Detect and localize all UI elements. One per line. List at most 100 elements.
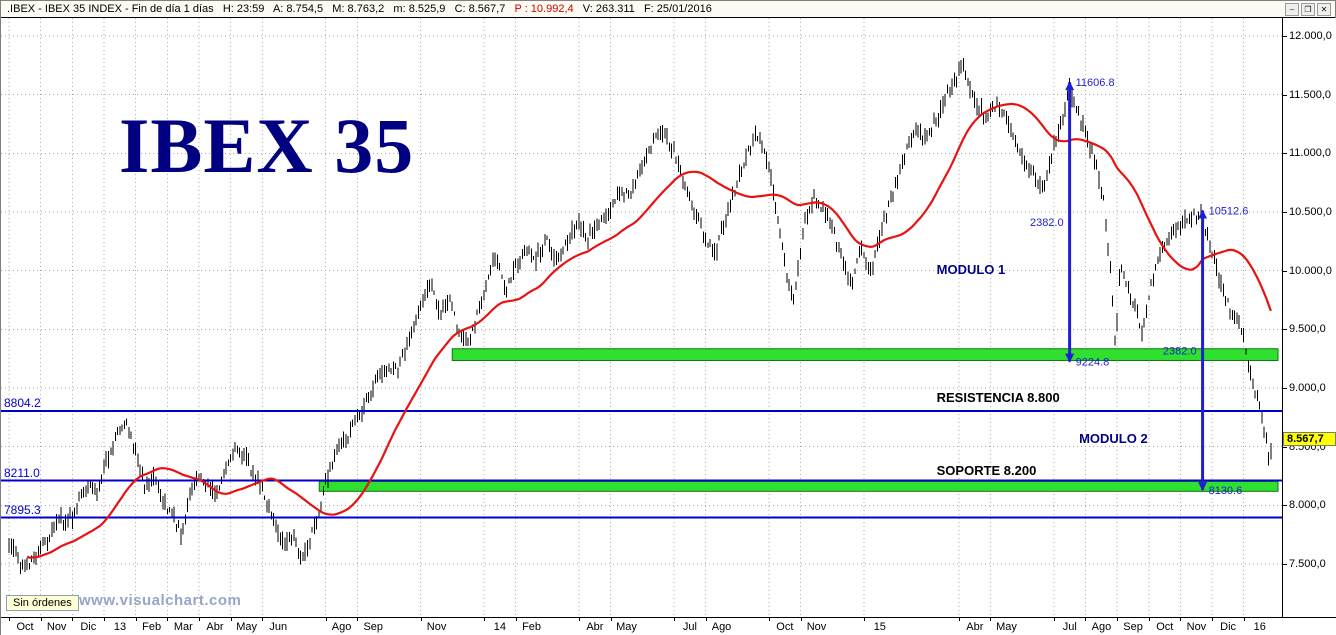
time-axis-label: Abr	[966, 621, 984, 633]
axis-tick	[1053, 618, 1055, 621]
time-axis-label: Ago	[711, 621, 732, 633]
window-controls: – ❐ ✕	[1285, 2, 1331, 16]
time-axis-label: Jul	[682, 621, 697, 633]
time-axis-label: 14	[493, 621, 507, 633]
price-axis-label: 7.500,0	[1289, 558, 1326, 571]
titlebar-instrument-info: .IBEX - IBEX 35 INDEX - Fin de día 1 día…	[7, 3, 515, 15]
axis-tick	[72, 618, 74, 621]
measure-top-label: 11606.8	[1076, 77, 1115, 89]
axis-tick	[1283, 564, 1287, 566]
time-axis-label: Dic	[1220, 621, 1237, 633]
time-axis-label: Nov	[806, 621, 827, 633]
axis-tick	[357, 618, 359, 621]
minimize-button-icon[interactable]: –	[1285, 2, 1299, 16]
axis-tick	[990, 618, 992, 621]
axis-tick	[198, 618, 200, 621]
time-axis-label: Feb	[142, 621, 162, 633]
axis-tick	[1283, 329, 1287, 331]
axis-tick	[9, 618, 10, 621]
close-button-icon[interactable]: ✕	[1317, 2, 1331, 16]
measure-bottom-label: 8130.6	[1209, 485, 1243, 497]
price-chart-plot[interactable]: 11606.8 9224.8 2382.0 10512.6 8130.6 2382.0	[1, 18, 1282, 617]
moving-average-line	[26, 102, 1272, 559]
axis-tick	[1117, 618, 1119, 621]
time-axis-label: Oct	[776, 621, 794, 633]
visualchart-watermark: www.visualchart.com	[79, 592, 242, 609]
price-bars	[8, 57, 1272, 574]
axis-tick	[1148, 618, 1150, 621]
axis-tick	[610, 618, 612, 621]
time-axis-label: Jun	[269, 621, 288, 633]
axis-tick	[578, 618, 580, 621]
titlebar-volume-date: V: 263.311 F: 25/01/2016	[573, 3, 712, 15]
axis-tick	[800, 618, 802, 621]
arrow-up-icon	[1198, 209, 1208, 219]
time-axis-label: Feb	[522, 621, 542, 633]
price-axis-label: 10.500,0	[1289, 206, 1332, 219]
axis-tick	[1283, 36, 1287, 37]
price-axis[interactable]: 12.000,0 11.500,0 11.000,0 10.500,0 10.000,0…	[1282, 18, 1336, 617]
axis-tick	[1283, 94, 1287, 96]
axis-tick	[230, 618, 232, 621]
axis-tick	[1283, 212, 1287, 214]
time-axis-label: Mar	[173, 621, 193, 633]
time-axis-label: May	[236, 621, 257, 633]
axis-tick	[135, 618, 137, 621]
measure-top-label: 10512.6	[1209, 206, 1249, 218]
axis-tick	[863, 618, 865, 621]
measure-height-label: 2382.0	[1030, 217, 1064, 229]
measure-module[interactable]: 11606.8 9224.8 2382.0	[1030, 77, 1115, 369]
axis-tick	[103, 618, 105, 621]
restore-button-icon[interactable]: ❐	[1301, 2, 1315, 16]
time-axis-label: Nov	[426, 621, 447, 633]
axis-tick	[325, 618, 327, 621]
time-axis-label: 15	[873, 621, 886, 633]
axis-tick	[673, 618, 675, 621]
time-axis-label: May	[996, 621, 1017, 633]
time-axis-label: Oct	[1156, 621, 1174, 633]
axis-tick	[768, 618, 770, 621]
arrow-down-icon	[1065, 353, 1075, 363]
time-axis-label: Jul	[1062, 621, 1077, 633]
window-titlebar: .IBEX - IBEX 35 INDEX - Fin de día 1 día…	[1, 1, 1335, 18]
axis-tick	[1243, 618, 1245, 621]
axis-tick	[1283, 388, 1287, 390]
last-price-badge: 8.567,7	[1283, 431, 1336, 446]
time-axis-label: Ago	[1091, 621, 1112, 633]
axis-tick	[1085, 618, 1087, 621]
axis-tick	[1180, 618, 1182, 621]
titlebar-profit-value: P : 10.992,4	[514, 3, 574, 15]
measure-bottom-label: 9224.8	[1076, 357, 1110, 369]
axis-tick	[958, 618, 960, 621]
time-axis-label: Dic	[80, 621, 97, 633]
time-axis-label: 16	[1253, 621, 1266, 633]
time-axis-label: Ago	[331, 621, 352, 633]
time-axis[interactable]: Oct Nov Dic 13 Feb Mar Abr May Jun Ago Sep Nov 14 Feb…	[1, 617, 1336, 635]
price-axis-label: 9.000,0	[1289, 382, 1326, 395]
axis-tick	[1212, 618, 1214, 621]
no-orders-button[interactable]: Sin órdenes	[6, 595, 79, 611]
price-axis-label: 10.000,0	[1289, 264, 1332, 277]
time-axis-label: Abr	[586, 621, 604, 633]
axis-tick	[1283, 153, 1287, 155]
price-axis-label: 9.500,0	[1289, 323, 1326, 336]
axis-tick	[515, 618, 517, 621]
time-axis-label: Oct	[16, 621, 34, 633]
price-axis-label: 8.000,0	[1289, 499, 1326, 512]
axis-tick	[262, 618, 264, 621]
axis-tick	[1283, 270, 1287, 272]
support-band-8130[interactable]	[318, 480, 1279, 492]
time-axis-label: Nov	[1186, 621, 1207, 633]
time-axis-label: May	[616, 621, 637, 633]
time-axis-label: Nov	[46, 621, 67, 633]
resistance-band-9224[interactable]	[451, 348, 1279, 361]
time-axis-label: Sep	[363, 621, 384, 633]
time-axis-label: Sep	[1123, 621, 1143, 633]
arrow-up-icon	[1065, 81, 1075, 91]
arrow-down-icon	[1198, 482, 1208, 492]
time-axis-label: Abr	[206, 621, 224, 633]
axis-tick	[1283, 505, 1287, 507]
axis-tick	[40, 618, 42, 621]
measure-module[interactable]: 10512.6 8130.6 2382.0	[1163, 206, 1248, 498]
